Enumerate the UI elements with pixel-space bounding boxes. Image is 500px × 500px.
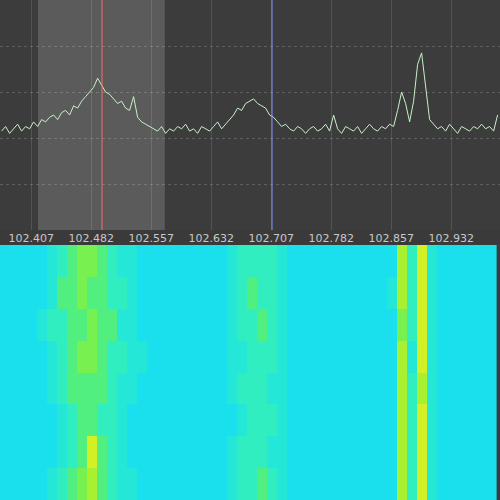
svg-text:102.557: 102.557 xyxy=(128,232,174,245)
svg-text:102.857: 102.857 xyxy=(368,232,414,245)
svg-text:102.932: 102.932 xyxy=(428,232,474,245)
svg-text:102.707: 102.707 xyxy=(248,232,294,245)
svg-text:102.482: 102.482 xyxy=(68,232,114,245)
svg-text:102.782: 102.782 xyxy=(308,232,354,245)
svg-text:102.407: 102.407 xyxy=(8,232,54,245)
svg-text:102.632: 102.632 xyxy=(188,232,234,245)
